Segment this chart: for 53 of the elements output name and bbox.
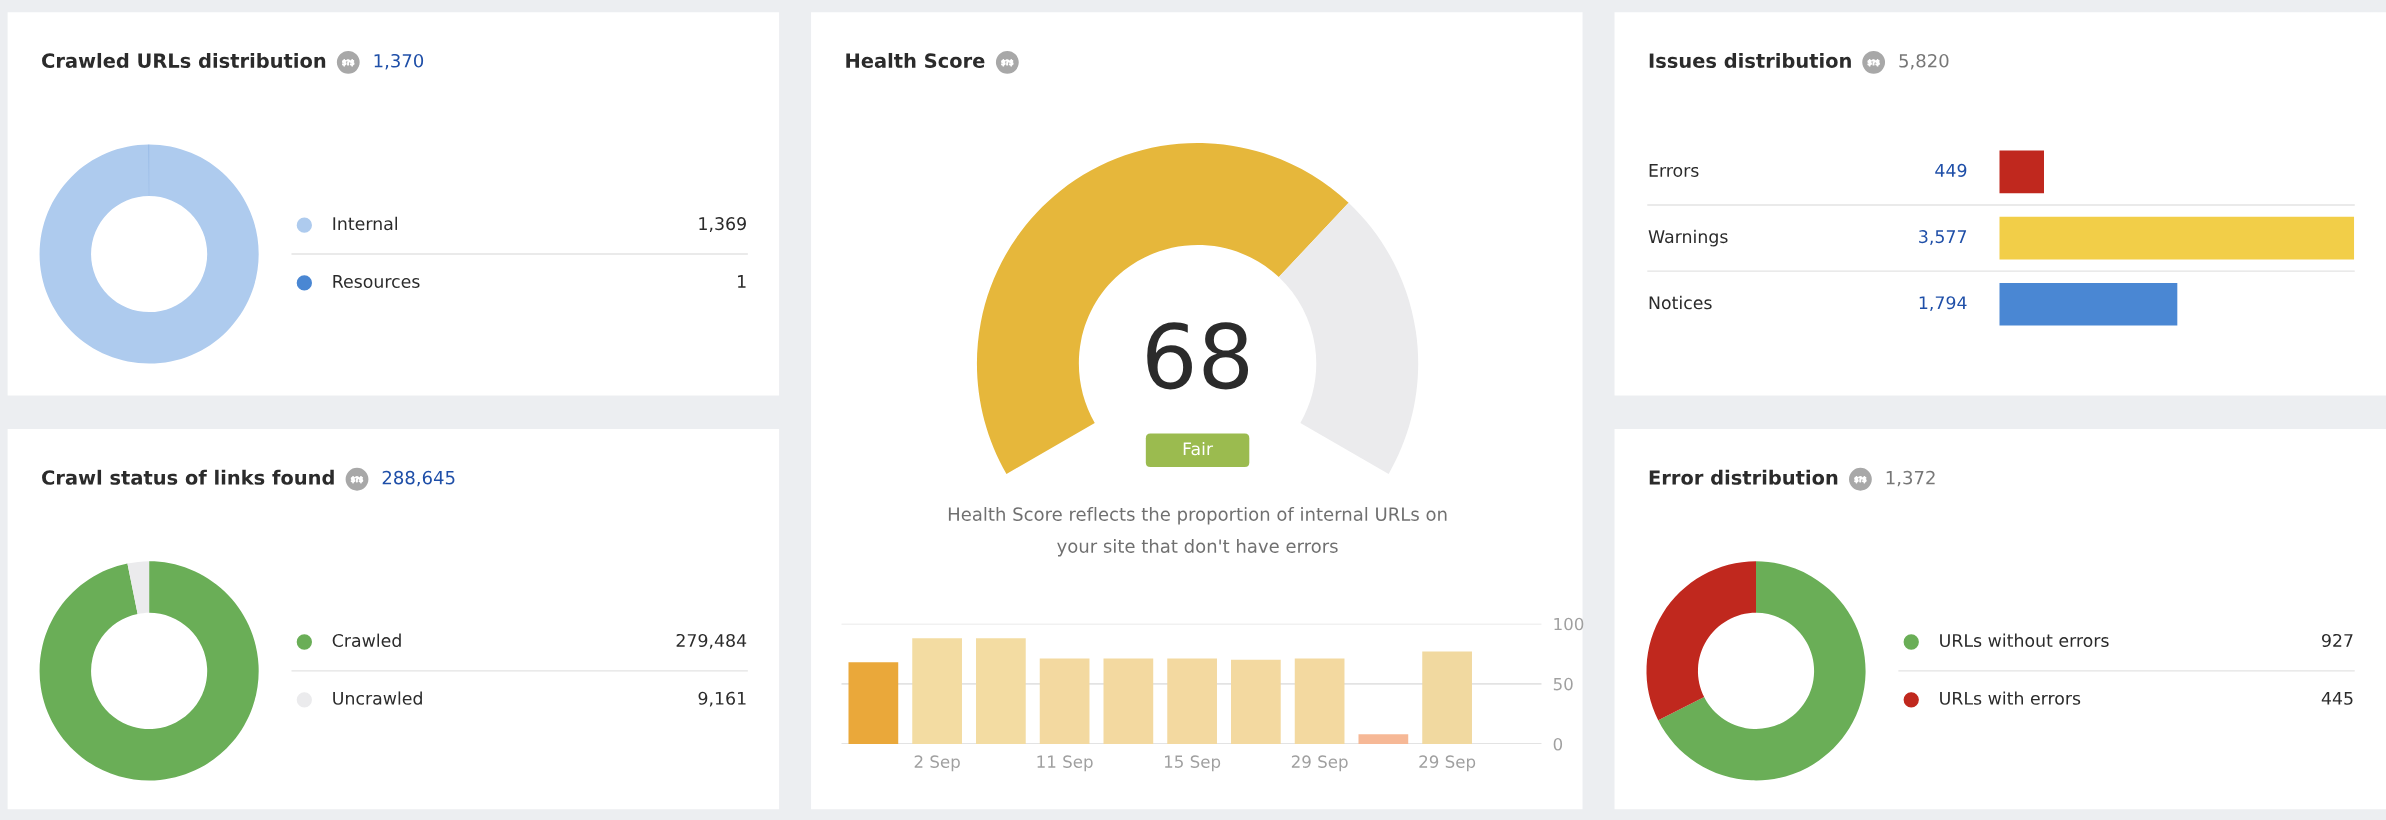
x-tick-label: 29 Sep xyxy=(1291,755,1348,772)
chart-subtitle: 1,372 xyxy=(1886,470,1935,487)
text: Fair xyxy=(1183,441,1214,456)
data-label: 1 xyxy=(738,275,746,288)
y-tick-label: Notices xyxy=(1649,295,1712,310)
data-label: 445 xyxy=(2321,691,2353,705)
chart-subtitle: 288,645 xyxy=(382,470,455,487)
donut-slice xyxy=(39,144,259,364)
bar xyxy=(848,662,899,744)
x-tick-label: 15 Sep xyxy=(1164,755,1221,772)
y-tick-label: Warnings xyxy=(1648,229,1728,247)
text: Health Score reflects the proportion of internal URLs on your site that don't have errors xyxy=(948,507,1447,557)
legend-label: URLs without errors xyxy=(1940,633,2109,648)
text: Issues distribution xyxy=(1649,52,1851,69)
bar xyxy=(976,638,1026,744)
chart-subtitle: 1,370 xyxy=(374,53,424,70)
y-tick-label: Errors xyxy=(1649,164,1699,177)
chart-title: Error distribution xyxy=(1649,469,1838,485)
bar xyxy=(1358,734,1409,744)
legend-label: URLs with errors xyxy=(1940,691,2081,705)
chart-title: Health Score xyxy=(846,52,985,69)
bar xyxy=(1422,651,1472,744)
legend-label: Resources xyxy=(333,275,420,289)
data-label: 927 xyxy=(2322,633,2353,648)
x-tick-label: 2 Sep xyxy=(914,755,960,772)
bar xyxy=(1294,658,1345,744)
data-label: 449 xyxy=(1935,163,1967,177)
data-label: 279,484 xyxy=(676,633,747,649)
legend-label: Crawled xyxy=(332,633,401,648)
legend-label: Internal xyxy=(333,216,398,231)
bar xyxy=(1231,659,1281,744)
bar xyxy=(912,638,962,744)
chart-subtitle: 5,820 xyxy=(1899,53,1949,70)
y-tick-label: 50 xyxy=(1553,677,1573,691)
bar xyxy=(1103,658,1154,744)
data-label: 1,369 xyxy=(699,217,746,232)
legend-label: Uncrawled xyxy=(333,691,422,705)
donut-slice xyxy=(127,561,150,615)
y-tick-label: 0 xyxy=(1553,737,1563,751)
data-label: 9,161 xyxy=(698,691,746,707)
chart-title: Crawled URLs distribution xyxy=(42,52,326,69)
donut-slice xyxy=(1646,561,1757,721)
x-tick-label: 11 Sep xyxy=(1037,755,1093,772)
donut-slice xyxy=(1658,561,1866,781)
y-tick-label: 100 xyxy=(1554,617,1584,631)
bar xyxy=(1167,658,1217,744)
chart-title: Crawl status of links found xyxy=(42,469,334,485)
bar xyxy=(1039,658,1090,744)
donut-slice xyxy=(39,561,259,781)
data-label: 68 xyxy=(1147,322,1249,390)
data-label: 3,577 xyxy=(1919,229,1967,245)
x-tick-label: 29 Sep xyxy=(1419,755,1476,772)
data-label: 1,794 xyxy=(1919,296,1967,312)
